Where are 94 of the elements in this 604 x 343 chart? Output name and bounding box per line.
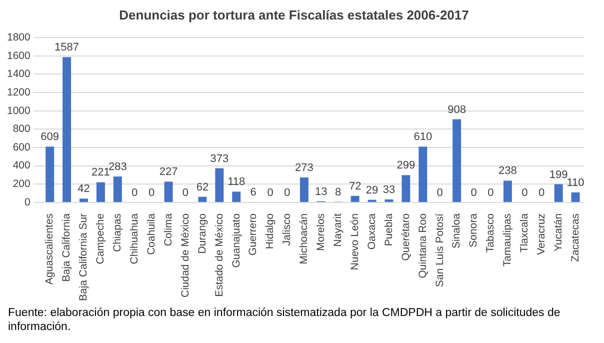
x-tick-label: Zacatecas [569, 213, 582, 262]
x-tick-label: Ciudad de México [179, 213, 192, 298]
x-tick-label: Estado de México [213, 213, 226, 297]
x-tick-label: Baja California Sur [78, 212, 90, 302]
data-label: 72 [348, 180, 362, 192]
data-label: 609 [40, 131, 60, 144]
data-label: 0 [267, 186, 274, 199]
x-tick-label: Guanajuato [230, 213, 242, 268]
data-label: 908 [448, 104, 466, 116]
y-tick-label: 1600 [7, 50, 31, 62]
x-tick-label: Sinaloa [450, 213, 463, 248]
y-tick-label: 200 [12, 178, 31, 190]
source-note: Fuente: elaboración propia con base en información sistematizada por la CMDPDH a partir de solicitudes de información. [8, 306, 562, 334]
y-tick-label: 0 [24, 196, 31, 208]
bar [402, 175, 410, 202]
data-label: 273 [295, 162, 314, 174]
x-tick-label: Campeche [94, 213, 107, 264]
x-tick-label: Colima [162, 213, 174, 246]
bar [164, 182, 173, 202]
bar [215, 168, 224, 202]
bar [80, 198, 88, 202]
data-label: 29 [366, 184, 378, 196]
data-label: 0 [522, 186, 528, 199]
x-tick-label: Jalisco [281, 213, 294, 246]
data-label: 8 [335, 186, 342, 198]
y-tick-label: 400 [12, 160, 31, 172]
data-label: 0 [488, 186, 494, 199]
x-tick-label: Aguascalientes [44, 213, 56, 285]
bar [96, 182, 105, 202]
bar [198, 196, 207, 202]
data-label: 110 [566, 176, 584, 189]
y-tick-label: 1200 [7, 86, 31, 98]
data-label: 221 [92, 166, 110, 179]
bar [384, 199, 394, 202]
x-tick-label: Yucatán [552, 213, 564, 252]
data-label: 0 [538, 186, 545, 199]
x-tick-label: Morelos [315, 213, 328, 251]
data-label: 238 [498, 165, 517, 178]
x-tick-label: Michoacán [298, 213, 310, 264]
bar [300, 177, 308, 202]
bar [62, 57, 72, 202]
x-tick-label: Tlaxcala [518, 213, 531, 253]
x-tick-label: Veracruz [535, 213, 548, 255]
x-tick-label: Tabasco [484, 213, 497, 253]
data-label: 0 [470, 186, 477, 199]
bar [46, 146, 54, 202]
x-tick-label: Chiapas [112, 213, 124, 252]
data-label: 610 [414, 131, 432, 144]
data-label: 1587 [54, 42, 80, 54]
x-tick-label: San Luis Potosí [434, 213, 446, 288]
x-tick-label: Chihuahua [128, 213, 141, 264]
bar [452, 119, 462, 202]
data-label: 0 [284, 186, 290, 199]
bar [232, 192, 241, 202]
data-label: 42 [78, 183, 90, 196]
data-label: 199 [549, 168, 568, 181]
data-label: 0 [148, 186, 155, 199]
y-tick-label: 1800 [7, 31, 31, 44]
x-tick-label: Baja California [60, 213, 73, 282]
data-label: 0 [132, 186, 138, 199]
y-tick-label: 800 [12, 123, 31, 136]
x-tick-label: Guerrero [247, 213, 260, 256]
x-tick-label: Oaxaca [366, 213, 378, 250]
data-label: 118 [228, 176, 246, 188]
data-label: 33 [382, 184, 396, 196]
data-label: 0 [436, 186, 443, 199]
x-tick-label: Hidalgo [264, 213, 276, 250]
y-tick-label: 1000 [7, 104, 31, 117]
x-tick-label: Puebla [382, 213, 395, 246]
data-label: 227 [159, 166, 178, 178]
bar [554, 184, 563, 202]
chart-title: Denuncias por tortura ante Fiscalías estatales 2006-2017 [119, 7, 469, 22]
data-label: 299 [396, 160, 416, 172]
x-tick-label: Sonora [468, 213, 480, 248]
data-label: 0 [182, 186, 189, 199]
data-label: 283 [108, 161, 127, 174]
data-label: 13 [315, 186, 328, 198]
x-tick-label: Durango [196, 213, 208, 254]
bar [418, 146, 428, 202]
x-tick-label: Nayarit [332, 213, 344, 247]
x-tick-label: Quintana Roo [416, 213, 429, 278]
data-label: 62 [196, 181, 209, 194]
x-tick-label: Nuevo León [348, 213, 361, 270]
bar [113, 176, 122, 202]
bar [350, 196, 360, 202]
x-tick-label: Tamaulipas [502, 213, 514, 267]
x-tick-label: Coahuila [145, 213, 158, 255]
y-tick-label: 1400 [7, 68, 31, 80]
y-tick-label: 600 [12, 141, 31, 154]
data-label: 6 [250, 186, 256, 198]
x-tick-label: Querétaro [400, 213, 412, 261]
data-label: 373 [210, 152, 229, 165]
bar [503, 180, 512, 202]
bar [571, 192, 580, 202]
